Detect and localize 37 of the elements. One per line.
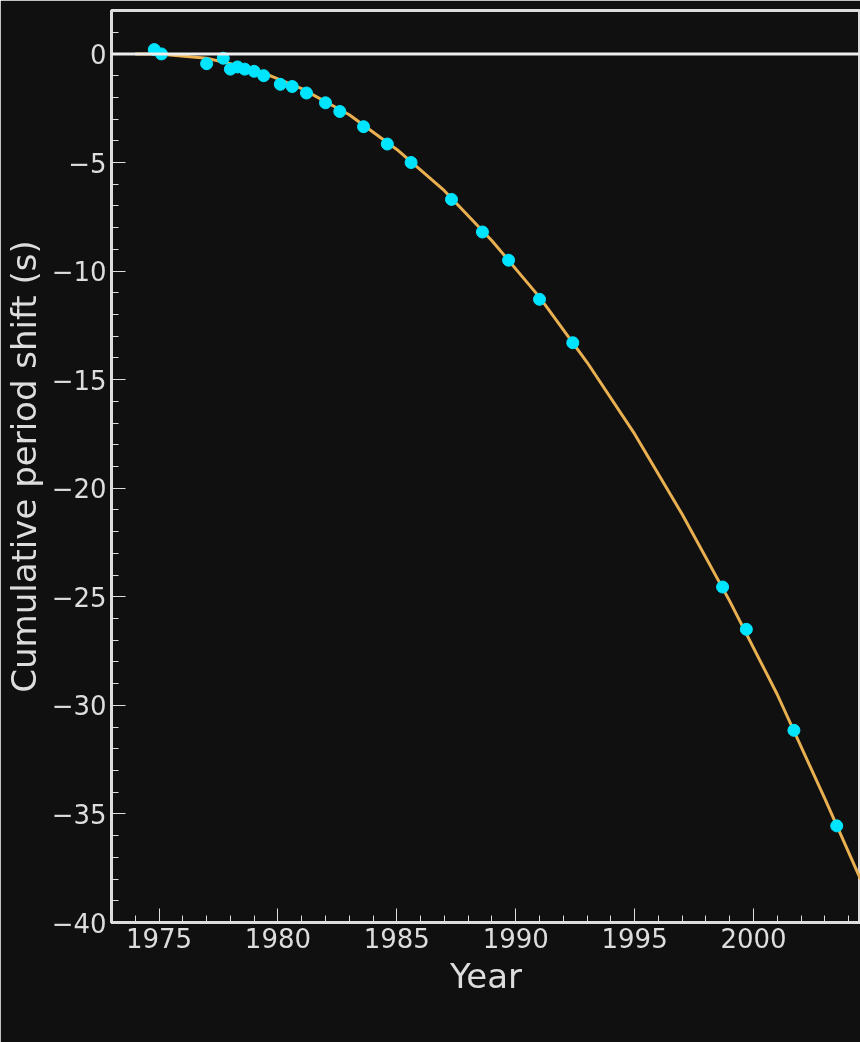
y-tick-label: −20 [51, 474, 107, 505]
y-tick-label: −30 [51, 691, 107, 722]
point [333, 104, 347, 118]
y-tick-label: 0 [89, 39, 107, 70]
point [357, 120, 371, 134]
point [273, 77, 287, 91]
point [475, 225, 489, 239]
y-tick-label: −5 [68, 148, 107, 179]
point [502, 253, 516, 267]
point [787, 723, 801, 737]
point [247, 64, 261, 78]
x-tick-label: 1980 [244, 923, 312, 954]
y-tick-label: −40 [51, 908, 107, 939]
point [257, 69, 271, 83]
point [533, 292, 546, 306]
point [404, 156, 418, 169]
x-tick-label: 1975 [125, 923, 193, 954]
x-tick-label: 1990 [482, 923, 549, 954]
point [200, 57, 214, 71]
x-axis-title: Year [449, 955, 523, 996]
point [716, 580, 730, 594]
point [285, 80, 299, 93]
point [445, 192, 459, 206]
y-tick-label: −15 [51, 365, 107, 396]
point [566, 336, 580, 350]
y-axis-title: Cumulative period shift (s) [3, 240, 44, 693]
point [299, 86, 313, 100]
point [739, 622, 753, 636]
point [380, 137, 394, 151]
point [319, 96, 332, 110]
x-tick-label: 2000 [720, 923, 787, 954]
y-tick-label: −35 [51, 799, 107, 830]
x-tick-label: 1985 [363, 923, 430, 954]
y-tick-label: −25 [51, 582, 107, 613]
point [830, 819, 844, 833]
y-tick-label: −10 [51, 257, 107, 288]
x-tick-label: 1995 [601, 923, 668, 954]
